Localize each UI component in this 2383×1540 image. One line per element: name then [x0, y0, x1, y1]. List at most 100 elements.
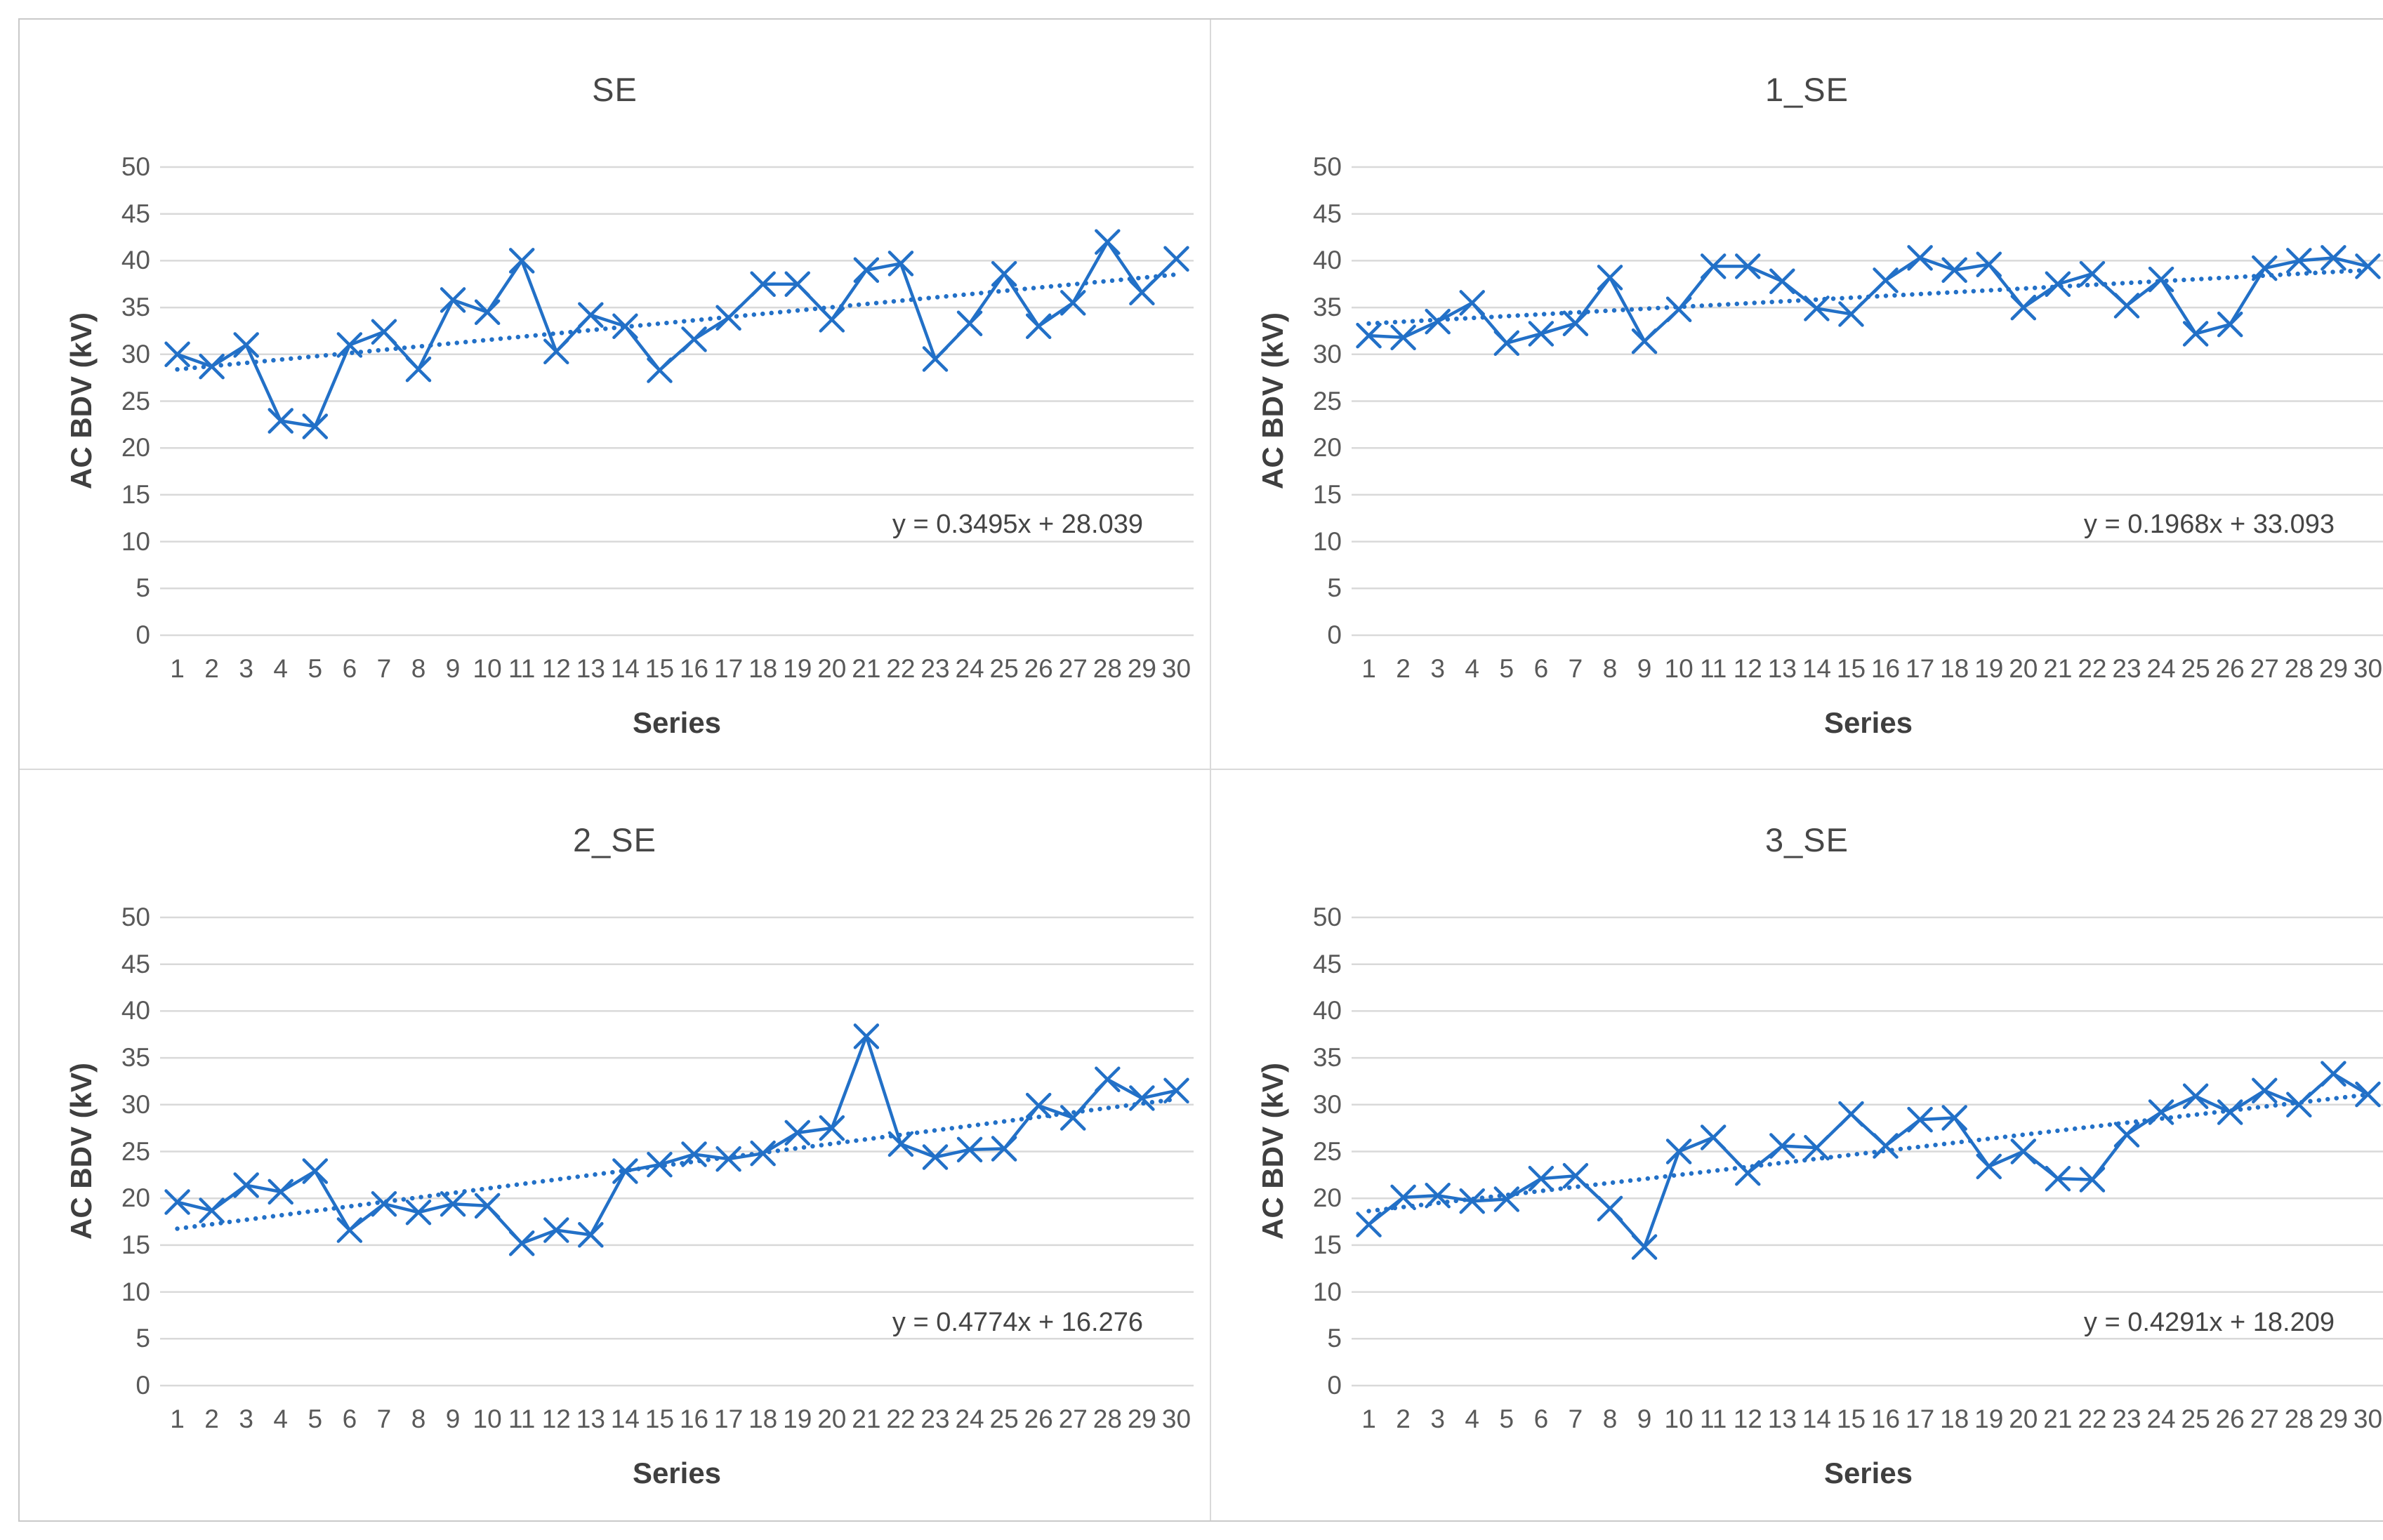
data-point-marker [1907, 245, 1933, 271]
x-tick-label: 19 [1974, 1405, 2004, 1433]
data-point-marker [2148, 266, 2174, 293]
data-point-marker [199, 1197, 225, 1223]
x-tick-label: 6 [1533, 1405, 1549, 1433]
data-point-marker [2355, 253, 2381, 279]
x-tick-label: 20 [2009, 654, 2038, 683]
x-tick-label: 29 [2318, 654, 2348, 683]
x-tick-label: 14 [610, 654, 640, 683]
x-tick-label: 16 [1870, 654, 1901, 683]
x-tick-label: 23 [2112, 654, 2141, 683]
data-point-marker [440, 1190, 466, 1217]
y-tick-label: 10 [1312, 526, 1342, 556]
data-point-marker [681, 326, 707, 352]
data-point-marker [1769, 1133, 1795, 1159]
y-tick-label: 50 [1312, 152, 1342, 181]
y-tick-label: 0 [1327, 1371, 1342, 1400]
data-point-marker [2182, 1083, 2209, 1110]
data-point-marker [543, 1217, 569, 1243]
x-tick-label: 14 [1802, 1405, 1831, 1433]
x-tick-label: 9 [1637, 654, 1652, 683]
data-point-marker [647, 357, 673, 383]
x-tick-label: 24 [955, 1405, 984, 1433]
data-point-marker [1025, 1092, 1052, 1119]
data-point-marker [750, 271, 776, 297]
chart-panel-3se: 3_SE AC BDV (kV) 0 5 10 15 20 25 30 35 40 45 50 y … [1211, 770, 2383, 1520]
data-point-marker [1163, 246, 1189, 272]
x-tick-label: 23 [2112, 1405, 2141, 1433]
x-tick-label: 17 [1906, 1405, 1935, 1433]
x-tick-label: 8 [411, 654, 426, 683]
x-axis-title: Series [632, 706, 722, 739]
y-tick-label: 45 [121, 199, 150, 228]
data-point-marker [2321, 1061, 2346, 1087]
x-tick-label: 26 [2215, 1405, 2245, 1433]
y-tick-label: 15 [1312, 1230, 1342, 1259]
x-axis-tick-labels: 1 2 3 4 5 6 7 8 9 10 11 12 13 14 15 16 17 18 19 20 21 22 23 24 2… [160, 1404, 1194, 1436]
data-point-marker [164, 1189, 190, 1215]
x-tick-label: 6 [1533, 654, 1549, 683]
x-tick-label: 17 [714, 654, 744, 683]
x-tick-label: 20 [2009, 1405, 2038, 1433]
x-tick-label: 4 [273, 1405, 288, 1433]
data-point-marker [405, 356, 432, 383]
x-tick-label: 2 [1396, 654, 1411, 683]
data-point-marker [1390, 324, 1416, 351]
y-tick-label: 15 [121, 479, 150, 509]
x-tick-label: 4 [1465, 654, 1479, 683]
x-tick-label: 22 [886, 654, 916, 683]
y-axis-tick-labels: 0 5 10 15 20 25 30 35 40 45 50 [1274, 153, 1342, 649]
x-tick-label: 15 [1836, 654, 1866, 683]
x-tick-label: 21 [2043, 1405, 2073, 1433]
x-tick-label: 26 [1024, 654, 1053, 683]
x-tick-label: 21 [2043, 654, 2073, 683]
data-point-marker [1597, 1195, 1623, 1222]
series-line [176, 240, 1178, 428]
x-tick-label: 30 [2353, 654, 2383, 683]
data-point-marker [1095, 1066, 1121, 1093]
y-tick-label: 0 [136, 620, 150, 649]
x-tick-label: 12 [1733, 654, 1762, 683]
data-point-marker [474, 1193, 501, 1219]
data-point-marker [2010, 1139, 2037, 1164]
y-tick-label: 35 [1312, 293, 1342, 322]
x-tick-label: 15 [1836, 1405, 1866, 1433]
x-tick-label: 19 [1974, 654, 2004, 683]
y-tick-label: 0 [136, 1371, 150, 1400]
data-point-marker [887, 1131, 914, 1157]
data-point-marker [1941, 1105, 1967, 1131]
x-tick-label: 23 [920, 654, 950, 683]
y-tick-label: 25 [1312, 386, 1342, 416]
data-point-marker [336, 332, 363, 358]
data-point-marker [2217, 311, 2243, 338]
y-tick-label: 40 [1312, 996, 1342, 1025]
x-tick-label: 11 [508, 654, 536, 683]
data-point-marker [268, 408, 293, 434]
data-point-marker [1976, 1153, 2002, 1180]
x-tick-label: 16 [679, 1405, 709, 1433]
chart-title: 2_SE [573, 821, 656, 858]
x-tick-label: 5 [308, 1405, 323, 1433]
y-tick-label: 20 [121, 433, 150, 463]
data-point-marker [991, 260, 1017, 287]
y-tick-label: 30 [121, 1089, 150, 1119]
data-point-marker [1665, 1139, 1692, 1164]
data-point-marker [405, 1199, 432, 1226]
data-point-marker [1941, 257, 1967, 283]
data-point-marker [336, 1217, 363, 1243]
y-tick-label: 50 [1312, 903, 1342, 931]
data-point-marker [1425, 1182, 1451, 1209]
y-tick-label: 50 [121, 903, 150, 931]
y-tick-label: 45 [1312, 949, 1342, 978]
data-point-marker [1976, 251, 2002, 277]
x-tick-label: 4 [273, 654, 288, 683]
data-point-marker [1390, 1184, 1416, 1211]
data-point-marker [1735, 253, 1761, 279]
series-line [176, 1035, 1178, 1245]
data-point-marker [2045, 1165, 2071, 1192]
series-line [1367, 256, 2370, 345]
x-tick-label: 18 [1940, 654, 1969, 683]
x-tick-label: 14 [1802, 654, 1831, 683]
x-tick-label: 20 [817, 654, 847, 683]
data-point-marker [2182, 321, 2209, 347]
data-point-marker [715, 1146, 741, 1172]
